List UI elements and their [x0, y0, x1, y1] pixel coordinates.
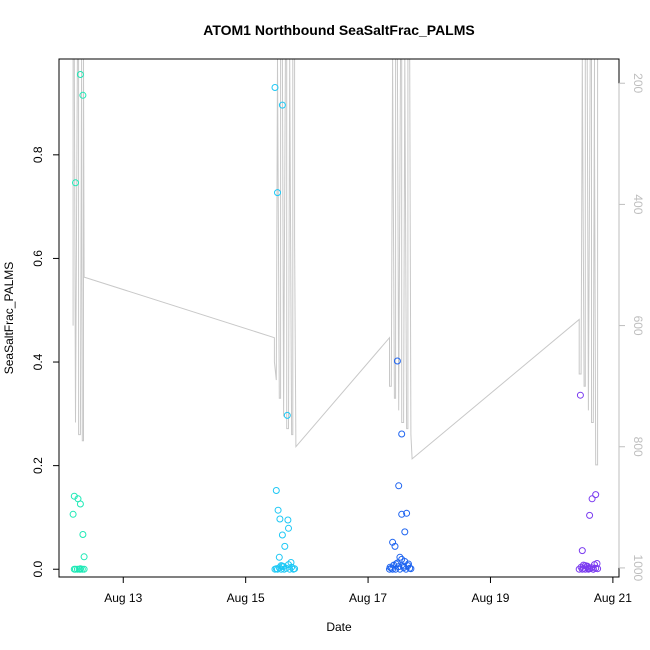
data-point-series-3: [398, 430, 406, 438]
data-point-series-3: [393, 357, 401, 365]
data-point-series-4: [588, 495, 596, 503]
data-point-series-4: [592, 491, 600, 499]
pressure-layer: [72, 58, 599, 466]
data-point-series-3: [403, 509, 411, 517]
data-point-series-2: [286, 565, 294, 573]
data-point-series-4: [593, 560, 601, 567]
data-point-series-2: [284, 516, 292, 524]
x-tick-label: Aug 17: [349, 591, 387, 605]
data-point-series-3: [392, 560, 400, 568]
data-point-series-1: [76, 565, 84, 573]
data-point-series-3: [393, 559, 401, 567]
y-tick-label: 0.4: [31, 353, 45, 370]
chart-title: ATOM1 Northbound SeaSaltFrac_PALMS: [203, 22, 474, 38]
data-point-series-3: [398, 510, 406, 518]
data-point-series-4: [578, 547, 586, 555]
data-point-series-4: [589, 565, 597, 573]
data-point-series-4: [586, 511, 594, 519]
y2-axis-pressure: 200 400 600 800 1000: [618, 73, 645, 582]
data-point-series-1: [80, 553, 88, 561]
x-axis-label: Date: [326, 620, 352, 634]
data-point-series-1: [80, 565, 88, 573]
data-point-series-2: [278, 101, 286, 109]
data-point-series-4: [584, 564, 592, 572]
data-point-series-2: [274, 506, 282, 514]
y-tick-label: 0.8: [31, 146, 45, 163]
data-point-series-3: [396, 553, 404, 561]
y-axis-label: SeaSaltFrac_PALMS: [2, 262, 16, 375]
data-point-series-2: [280, 563, 288, 571]
data-point-series-1: [76, 500, 84, 508]
x-tick-label: Aug 19: [471, 591, 509, 605]
y2-tick-label: 200: [631, 73, 645, 93]
data-point-series-2: [276, 515, 284, 523]
data-point-series-1: [76, 71, 84, 78]
points-layer: [69, 71, 602, 573]
x-tick-label: Aug 15: [227, 591, 265, 605]
y-tick-label: 0.0: [31, 561, 45, 578]
y-axis: 0.0 0.2 0.4 0.6 0.8: [31, 146, 60, 578]
y2-tick-label: 800: [631, 437, 645, 457]
data-point-series-2: [275, 553, 283, 561]
data-point-series-2: [291, 565, 299, 573]
y-tick-label: 0.6: [31, 250, 45, 267]
data-point-series-2: [278, 531, 286, 539]
data-point-series-2: [272, 487, 280, 494]
data-point-series-2: [274, 565, 281, 573]
pressure-series-line: [72, 58, 599, 466]
data-point-series-2: [283, 411, 291, 419]
data-point-series-1: [79, 531, 87, 538]
y2-tick-label: 1000: [631, 555, 645, 582]
data-point-series-4: [576, 391, 584, 399]
data-point-series-3: [386, 563, 394, 571]
x-tick-label: Aug 13: [104, 591, 142, 605]
data-point-series-2: [285, 524, 292, 532]
data-point-series-2: [281, 542, 289, 550]
data-point-series-4: [594, 565, 602, 573]
data-point-series-1: [79, 91, 87, 99]
x-tick-label: Aug 21: [594, 591, 632, 605]
data-point-series-1: [72, 565, 79, 573]
data-point-series-3: [401, 528, 409, 536]
data-point-series-2: [271, 84, 279, 91]
data-point-series-2: [287, 559, 295, 566]
data-point-series-1: [72, 179, 79, 187]
data-point-series-2: [274, 189, 281, 197]
y2-tick-label: 600: [631, 316, 645, 336]
data-point-series-1: [69, 510, 77, 518]
x-axis: Aug 13 Aug 15 Aug 17 Aug 19 Aug 21: [104, 576, 632, 605]
y-tick-label: 0.2: [31, 457, 45, 474]
data-point-series-3: [400, 562, 408, 570]
data-point-series-3: [391, 542, 399, 550]
data-point-series-3: [395, 482, 403, 490]
y2-tick-label: 400: [631, 194, 645, 214]
